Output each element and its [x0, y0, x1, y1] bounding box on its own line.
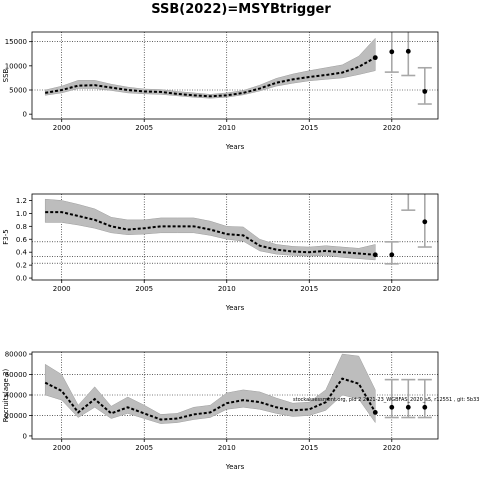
f-x-tick-label: 2005	[135, 285, 153, 293]
f-x-ticks: 2000 2005 2010 2015 2020	[53, 280, 401, 293]
f-series	[45, 211, 378, 258]
ssb-confidence-band	[44, 37, 376, 99]
recruits-y-tick-label: 60000	[5, 371, 27, 379]
f-y-label: F3-5	[2, 229, 10, 244]
f-last-point	[372, 252, 378, 258]
f-y-tick-label: 0.0	[16, 275, 27, 283]
recruits-x-tick-label: 2005	[135, 444, 153, 452]
recruits-y-label: Recruits(age 2)	[2, 368, 10, 422]
recruits-projection-point	[405, 404, 411, 410]
fishing-mortality-panel: 0.00.20.40.60.81.01.2 2000 2005 2010 2015 20…	[2, 193, 439, 312]
recruits-y-tick-label: 80000	[5, 351, 27, 359]
ssb-x-tick-label: 2005	[135, 124, 153, 132]
chart-title: SSB(2022)=MSYBtrigger	[151, 2, 331, 17]
f-axes-frame	[31, 193, 439, 281]
ssb-ci-polygon	[44, 37, 376, 99]
recruits-projection-point	[389, 404, 395, 410]
ssb-x-tick-label: 2020	[383, 124, 401, 132]
ssb-x-label: Years	[225, 143, 245, 151]
recruits-x-tick-label: 2020	[383, 444, 401, 452]
ssb-y-tick-label: 0	[23, 111, 27, 119]
recruits-projection-point	[422, 404, 428, 410]
ssb-panel: 0 5000 10000 15000 2000 2005 2010 2015 2020 SSB…	[2, 31, 439, 151]
f-y-tick-label: 0.2	[16, 262, 27, 270]
recruits-last-point	[372, 409, 378, 415]
ssb-y-tick-label: 15000	[5, 38, 27, 46]
ssb-series	[45, 55, 378, 98]
recruits-x-tick-label: 2000	[53, 444, 71, 452]
f-projection-point	[389, 252, 395, 258]
f-projection	[384, 194, 432, 265]
recruits-y-ticks: 0 20000 40000 60000 80000	[5, 351, 32, 440]
f-x-tick-label: 2020	[383, 285, 401, 293]
f-x-tick-label: 2015	[300, 285, 318, 293]
recruits-y-tick-label: 0	[23, 432, 27, 440]
ssb-projection-point	[422, 89, 428, 94]
f-x-tick-label: 2000	[53, 285, 71, 293]
recruits-x-tick-label: 2015	[300, 444, 318, 452]
recruits-axes-frame	[31, 351, 439, 440]
ssb-projection	[384, 32, 432, 105]
ssb-y-label: SSB	[2, 68, 10, 82]
ssb-x-tick-label: 2015	[300, 124, 318, 132]
ssb-y-tick-label: 5000	[9, 87, 27, 95]
recruits-series	[44, 377, 378, 421]
f-y-tick-label: 0.4	[16, 249, 28, 257]
recruits-y-tick-label: 20000	[5, 412, 27, 420]
ssb-y-ticks: 0 5000 10000 15000	[5, 38, 32, 119]
recruits-estimate-line	[44, 377, 377, 421]
ssb-projection-point	[389, 49, 395, 55]
recruits-y-tick-label: 40000	[5, 391, 27, 399]
f-y-tick-label: 0.8	[16, 223, 27, 231]
ssb-grid	[32, 32, 438, 119]
f-y-tick-label: 0.6	[16, 236, 28, 244]
f-x-label: Years	[225, 304, 245, 312]
ssb-x-tick-label: 2010	[218, 124, 236, 132]
f-projection-point	[422, 219, 428, 225]
ssb-x-ticks: 2000 2005 2010 2015 2020	[53, 119, 401, 132]
ssb-x-tick-label: 2000	[53, 124, 71, 132]
f-x-tick-label: 2010	[218, 285, 236, 293]
f-y-tick-label: 1.0	[16, 210, 27, 218]
provenance-note: stockassessment.org, pid 2 2021-23_WGBFA…	[293, 397, 479, 403]
ssb-y-tick-label: 10000	[5, 62, 27, 70]
ssb-axes-frame	[31, 31, 439, 120]
ssb-projection-point	[405, 48, 411, 54]
ssb-estimate-line	[45, 56, 376, 98]
f-estimate-line	[45, 211, 376, 256]
recruits-x-ticks: 2000 2005 2010 2015 2020	[53, 439, 401, 452]
recruits-projection	[384, 378, 432, 419]
recruits-x-tick-label: 2010	[218, 444, 236, 452]
f-y-ticks: 0.0 0.2 0.4 0.6 0.8 1.0 1.2	[16, 197, 32, 283]
recruits-x-label: Years	[225, 463, 245, 471]
ssb-last-point	[372, 55, 378, 61]
f-y-tick-label: 1.2	[16, 197, 27, 205]
